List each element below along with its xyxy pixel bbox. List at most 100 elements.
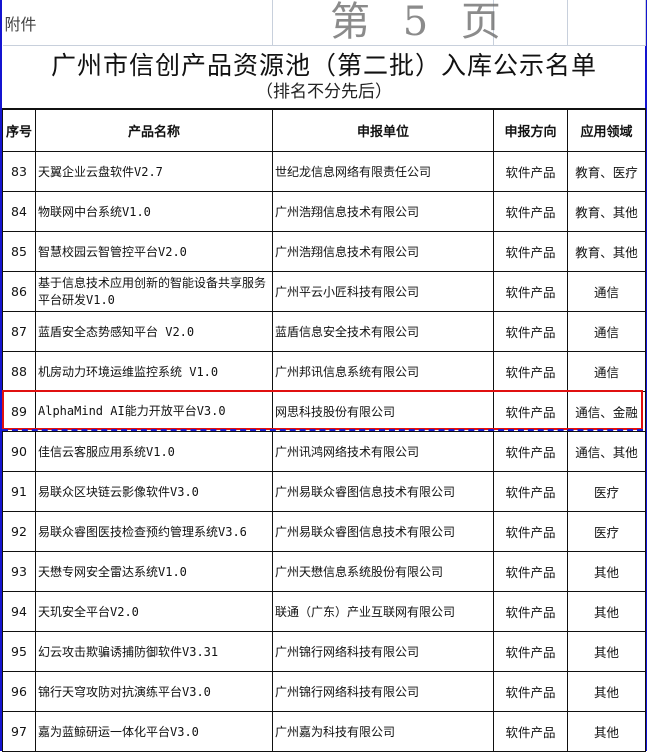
table-header: 序号 产品名称 申报单位 申报方向 应用领域 (2, 108, 647, 152)
cell-field: 通信 (567, 271, 647, 312)
cell-org: 广州浩翔信息技术有限公司 (272, 191, 495, 232)
cell-product-name: 天翼企业云盘软件V2.7 (34, 151, 274, 192)
page-break-line (2, 429, 643, 431)
cell-field: 医疗 (567, 471, 647, 512)
cell-no: 87 (2, 311, 36, 352)
table-row: 89 AlphaMind AI能力开放平台V3.0 网思科技股份有限公司 软件产品 通信… (2, 391, 647, 432)
cell-direction: 软件产品 (493, 311, 569, 352)
page-title: 广州市信创产品资源池（第二批）入库公示名单 (51, 51, 598, 80)
cell-org: 广州嘉为科技有限公司 (272, 711, 495, 752)
cell-product-name: AlphaMind AI能力开放平台V3.0 (34, 391, 274, 432)
cell-field: 医疗 (567, 511, 647, 552)
cell-product-name: 锦行天穹攻防对抗演练平台V3.0 (34, 671, 274, 712)
cell-product-name: 幻云攻击欺骗诱捕防御软件V3.31 (34, 631, 274, 672)
cell-org: 广州天懋信息系统股份有限公司 (272, 551, 495, 592)
cell-direction: 软件产品 (493, 551, 569, 592)
cell-direction: 软件产品 (493, 671, 569, 712)
table-row: 96 锦行天穹攻防对抗演练平台V3.0 广州锦行网络科技有限公司 软件产品 其他 (2, 671, 647, 712)
header-org: 申报单位 (272, 108, 495, 152)
cell-no: 97 (2, 711, 36, 752)
cell-org: 广州锦行网络科技有限公司 (272, 671, 495, 712)
table-row: 88 机房动力环境运维监控系统 V1.0 广州邦讯信息系统有限公司 软件产品 通信 (2, 351, 647, 392)
cell-field: 通信 (567, 311, 647, 352)
cell-org: 世纪龙信息网络有限责任公司 (272, 151, 495, 192)
table-row: 84 物联网中台系统V1.0 广州浩翔信息技术有限公司 软件产品 教育、其他 (2, 191, 647, 232)
cell-no: 93 (2, 551, 36, 592)
cell-org: 广州平云小匠科技有限公司 (272, 271, 495, 312)
cell-no: 96 (2, 671, 36, 712)
cell-no: 90 (2, 431, 36, 472)
cell-no: 85 (2, 231, 36, 272)
table-row: 86 基于信息技术应用创新的智能设备共享服务平台研发V1.0 广州平云小匠科技有限公… (2, 271, 647, 312)
cell-field: 教育、其他 (567, 191, 647, 232)
cell-field: 其他 (567, 711, 647, 752)
cell-product-name: 嘉为蓝鲸研运一体化平台V3.0 (34, 711, 274, 752)
cell-no: 84 (2, 191, 36, 232)
cell-product-name: 易联众睿图医技检查预约管理系统V3.6 (34, 511, 274, 552)
title-row: 广州市信创产品资源池（第二批）入库公示名单 （排名不分先后） (2, 45, 646, 110)
cell-product-name: 物联网中台系统V1.0 (34, 191, 274, 232)
table-row: 94 天玑安全平台V2.0 联通（广东）产业互联网有限公司 软件产品 其他 (2, 591, 647, 632)
cell-field: 通信 (567, 351, 647, 392)
page-subtitle: （排名不分先后） (256, 82, 392, 102)
header-name: 产品名称 (34, 108, 274, 152)
cell-product-name: 佳信云客服应用系统V1.0 (34, 431, 274, 472)
cell-field: 教育、医疗 (567, 151, 647, 192)
header-field: 应用领域 (567, 108, 647, 152)
cell-no: 95 (2, 631, 36, 672)
cell-no: 89 (2, 391, 36, 432)
table-row: 90 佳信云客服应用系统V1.0 广州讯鸿网络技术有限公司 软件产品 通信、其他 (2, 431, 647, 472)
cell-direction: 软件产品 (493, 231, 569, 272)
cell-no: 88 (2, 351, 36, 392)
cell-direction: 软件产品 (493, 631, 569, 672)
table-row: 85 智慧校园云智管控平台V2.0 广州浩翔信息技术有限公司 软件产品 教育、其他 (2, 231, 647, 272)
cell-field: 教育、其他 (567, 231, 647, 272)
table-row: 93 天懋专网安全雷达系统V1.0 广州天懋信息系统股份有限公司 软件产品 其他 (2, 551, 647, 592)
cell-direction: 软件产品 (493, 431, 569, 472)
table-row: 87 蓝盾安全态势感知平台 V2.0 蓝盾信息安全技术有限公司 软件产品 通信 (2, 311, 647, 352)
cell-field: 其他 (567, 631, 647, 672)
table-row: 91 易联众区块链云影像软件V3.0 广州易联众睿图信息技术有限公司 软件产品 医疗 (2, 471, 647, 512)
cell-direction: 软件产品 (493, 271, 569, 312)
table-row: 92 易联众睿图医技检查预约管理系统V3.6 广州易联众睿图信息技术有限公司 软件产品… (2, 511, 647, 552)
cell-org: 广州锦行网络科技有限公司 (272, 631, 495, 672)
header-no: 序号 (2, 108, 36, 152)
cell-field: 其他 (567, 591, 647, 632)
cell-direction: 软件产品 (493, 511, 569, 552)
cell-product-name: 机房动力环境运维监控系统 V1.0 (34, 351, 274, 392)
cell-org: 广州易联众睿图信息技术有限公司 (272, 511, 495, 552)
cell-org: 广州浩翔信息技术有限公司 (272, 231, 495, 272)
table-row: 95 幻云攻击欺骗诱捕防御软件V3.31 广州锦行网络科技有限公司 软件产品 其他 (2, 631, 647, 672)
cell-direction: 软件产品 (493, 591, 569, 632)
cell-org: 联通（广东）产业互联网有限公司 (272, 591, 495, 632)
cell-field: 通信、金融 (567, 391, 647, 432)
attachment-row: 附件 (2, 0, 647, 46)
cell-org: 蓝盾信息安全技术有限公司 (272, 311, 495, 352)
cell-no: 92 (2, 511, 36, 552)
cell-org: 广州讯鸿网络技术有限公司 (272, 431, 495, 472)
table-row: 83 天翼企业云盘软件V2.7 世纪龙信息网络有限责任公司 软件产品 教育、医疗 (2, 151, 647, 192)
cell-product-name: 基于信息技术应用创新的智能设备共享服务平台研发V1.0 (34, 271, 274, 312)
cell-no: 83 (2, 151, 36, 192)
cell-field: 其他 (567, 551, 647, 592)
cell-field: 通信、其他 (567, 431, 647, 472)
cell-direction: 软件产品 (493, 471, 569, 512)
cell-no: 86 (2, 271, 36, 312)
cell-product-name: 天懋专网安全雷达系统V1.0 (34, 551, 274, 592)
attachment-label: 附件 (2, 0, 274, 46)
cell-product-name: 天玑安全平台V2.0 (34, 591, 274, 632)
table-row: 97 嘉为蓝鲸研运一体化平台V3.0 广州嘉为科技有限公司 软件产品 其他 (2, 711, 647, 752)
cell-product-name: 蓝盾安全态势感知平台 V2.0 (34, 311, 274, 352)
cell-product-name: 易联众区块链云影像软件V3.0 (34, 471, 274, 512)
cell-product-name: 智慧校园云智管控平台V2.0 (34, 231, 274, 272)
cell-direction: 软件产品 (493, 391, 569, 432)
cell-no: 94 (2, 591, 36, 632)
cell-org: 网思科技股份有限公司 (272, 391, 495, 432)
cell-field: 其他 (567, 671, 647, 712)
cell-direction: 软件产品 (493, 711, 569, 752)
cell-org: 广州易联众睿图信息技术有限公司 (272, 471, 495, 512)
cell-direction: 软件产品 (493, 351, 569, 392)
cell-direction: 软件产品 (493, 151, 569, 192)
